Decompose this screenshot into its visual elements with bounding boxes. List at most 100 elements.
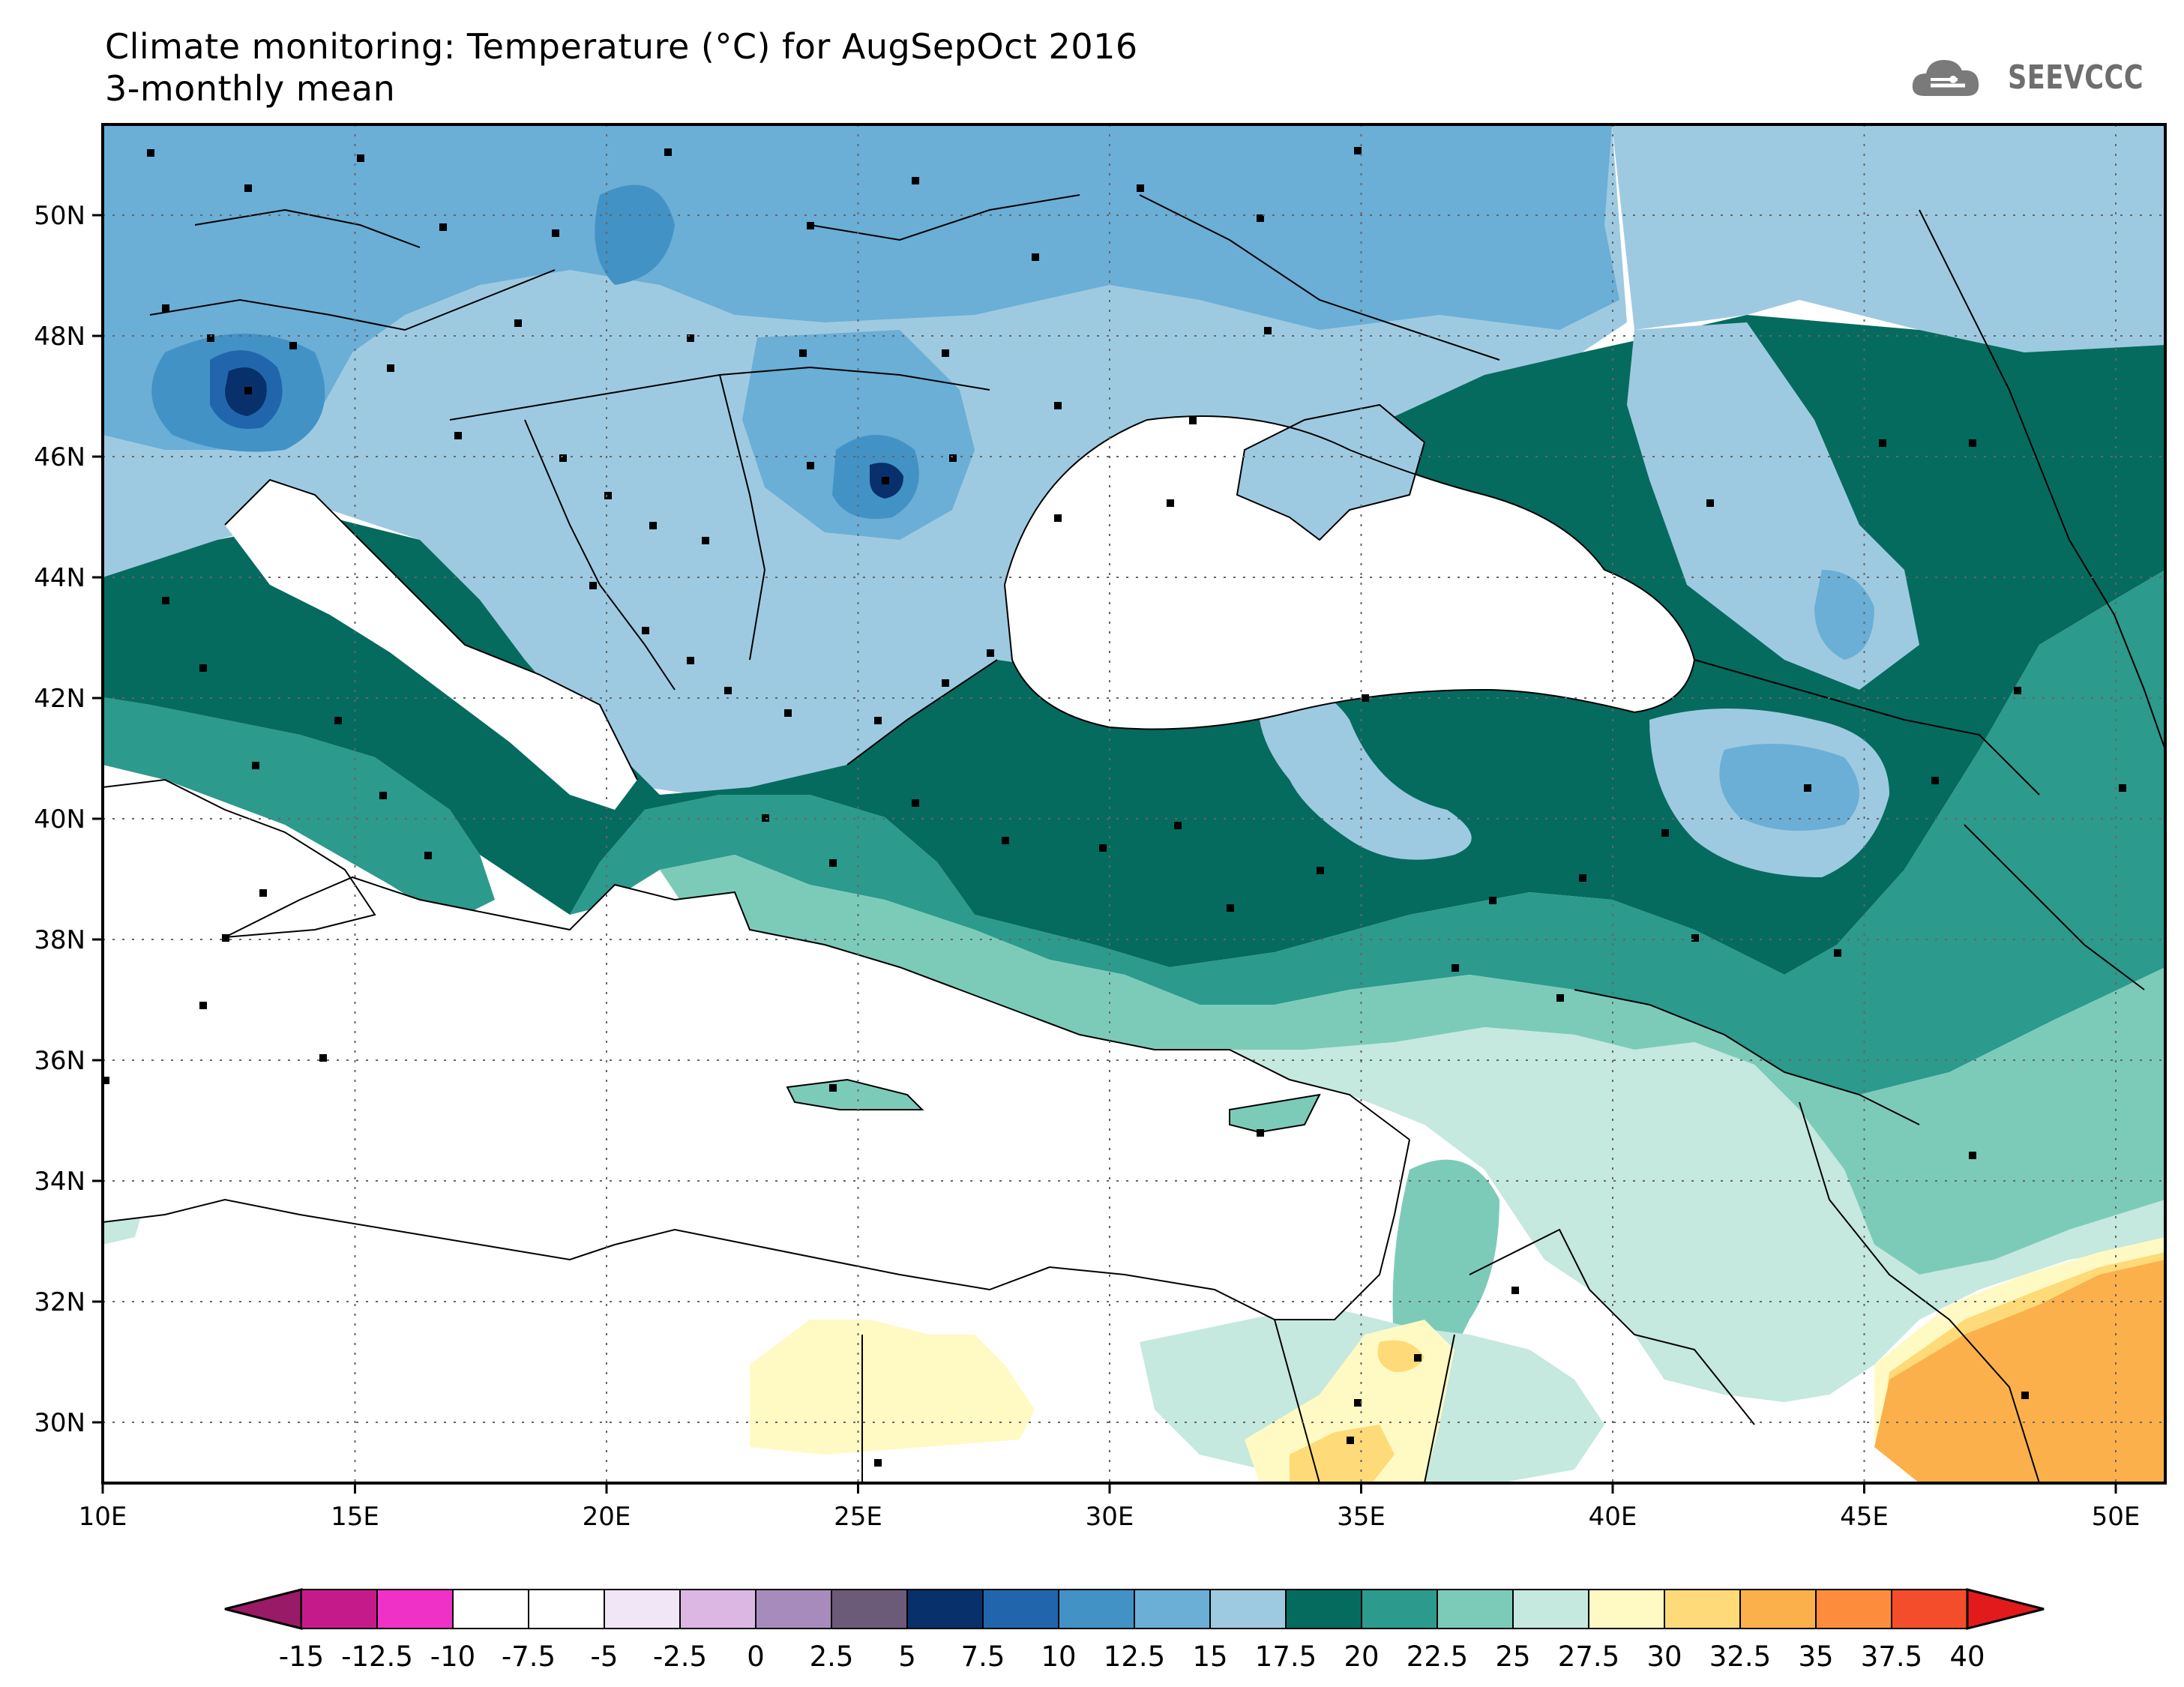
lon-tick-label: 50E: [2092, 1502, 2141, 1532]
lat-tick-label: 42N: [34, 684, 85, 714]
region-15-17-5-turkey: [1258, 686, 1472, 860]
colorbar-label: 7.5: [961, 1641, 1005, 1673]
colorbar-segment: [1134, 1589, 1211, 1629]
colorbar-segment: [528, 1589, 605, 1629]
colorbar-label: 22.5: [1407, 1641, 1468, 1673]
colorbar-segment: [1512, 1589, 1589, 1629]
lat-tick-label: 34N: [34, 1167, 85, 1197]
colorbar-label: 35: [1798, 1641, 1833, 1673]
colorbar-low-arrow: [224, 1588, 303, 1630]
region-27-5-30-libya: [750, 1320, 1035, 1455]
colorbar-segment: [1209, 1589, 1287, 1629]
colorbar-label: 10: [1041, 1641, 1076, 1673]
map-subtitle: 3-monthly mean: [105, 68, 396, 109]
colorbar-segment: [1664, 1589, 1741, 1629]
lon-tick-label: 15E: [331, 1502, 379, 1532]
lon-tick-label: 45E: [1840, 1502, 1889, 1532]
lon-tick-label: 10E: [79, 1502, 127, 1532]
colorbar-label: 37.5: [1861, 1641, 1922, 1673]
colorbar-label: 17.5: [1255, 1641, 1317, 1673]
map-frame: [101, 123, 2167, 1485]
colorbar-label: -2.5: [653, 1641, 707, 1673]
colorbar-label: -15: [279, 1641, 324, 1673]
cyprus: [1230, 1095, 1320, 1132]
region-25-27-5: [1230, 1027, 2165, 1402]
colorbar-label: 12.5: [1104, 1641, 1165, 1673]
lon-tick-label: 30E: [1086, 1502, 1134, 1532]
lat-tick-label: 38N: [34, 925, 85, 955]
region-15-17-5-east: [1612, 124, 2165, 352]
map-title: Climate monitoring: Temperature (°C) for…: [105, 26, 1138, 67]
colorbar-label: 0: [747, 1641, 765, 1673]
colorbar-label: 20: [1344, 1641, 1379, 1673]
colorbar-segment: [1437, 1589, 1514, 1629]
logo-text: SEEVCCC: [2008, 58, 2144, 97]
colorbar-segment: [376, 1589, 454, 1629]
lat-tick-label: 50N: [34, 201, 85, 231]
colorbar-segment: [906, 1589, 984, 1629]
colorbar-label: 27.5: [1558, 1641, 1619, 1673]
crete: [787, 1080, 922, 1110]
station-markers: [102, 147, 2126, 1467]
region-30-32-5-jordan: [1377, 1340, 1425, 1372]
colorbar-label: 15: [1192, 1641, 1227, 1673]
colorbar-label: 30: [1646, 1641, 1682, 1673]
colorbar-label: 32.5: [1709, 1641, 1771, 1673]
colorbar-segment: [1815, 1589, 1892, 1629]
country-borders: [103, 194, 2165, 1483]
adriatic-sea: [225, 480, 637, 810]
lat-tick-label: 48N: [34, 322, 85, 352]
colorbar-label: -7.5: [502, 1641, 556, 1673]
colorbar-segment: [1891, 1589, 1968, 1629]
region-12-5-15-north: [103, 124, 1619, 450]
colorbar-segment: [755, 1589, 832, 1629]
map-field: [103, 124, 2165, 1483]
colorbar-segment: [831, 1589, 908, 1629]
region-20-22-5-italy: [103, 697, 495, 922]
mediterranean-sea: [103, 877, 1410, 1320]
colorbar-segment: [982, 1589, 1059, 1629]
region-12-5-15-caucasus: [1719, 744, 1859, 831]
colorbar-label: -5: [591, 1641, 619, 1673]
colorbar-segment: [1588, 1589, 1665, 1629]
black-sea: [1005, 416, 1694, 730]
colorbar-label: -12.5: [341, 1641, 413, 1673]
lon-tick-label: 40E: [1589, 1502, 1637, 1532]
colorbar-label: 25: [1495, 1641, 1530, 1673]
colorbar-label: 2.5: [810, 1641, 854, 1673]
colorbar-segment: [452, 1589, 529, 1629]
colorbar-label: 40: [1949, 1641, 1985, 1673]
region-10-12-5-a: [595, 184, 675, 285]
colorbar-segment: [301, 1589, 378, 1629]
lon-tick-label: 25E: [834, 1502, 882, 1532]
colorbar-segment: [679, 1589, 756, 1629]
lat-tick-labels: 30N 32N 34N 36N 38N 40N 42N 44N 46N 48N …: [34, 201, 85, 1438]
region-12-5-15-east: [1814, 570, 1874, 660]
colorbar: -15 -12.5 -10 -7.5 -5 -2.5 0 2.5 5 7.5 1…: [224, 1588, 2045, 1673]
region-32-5-35: [1874, 1260, 2165, 1483]
colorbar-segment: [604, 1589, 681, 1629]
colorbar-label: -10: [430, 1641, 475, 1673]
colorbar-high-arrow: [1966, 1588, 2045, 1630]
crimea: [1237, 405, 1425, 540]
colorbar-segment: [1361, 1589, 1438, 1629]
lat-tick-label: 32N: [34, 1287, 85, 1317]
lon-tick-labels: 10E 15E 20E 25E 30E 35E 40E 45E 50E: [79, 1502, 2141, 1532]
lon-tick-label: 20E: [583, 1502, 631, 1532]
lat-lon-grid: [103, 124, 2165, 1483]
colorbar-segment: [1739, 1589, 1817, 1629]
colorbar-segment: [1058, 1589, 1135, 1629]
colorbar-label: 5: [898, 1641, 916, 1673]
tyrrhenian-sea: [103, 780, 375, 975]
axis-ticks: [92, 214, 2117, 1494]
region-22-5-25: [660, 855, 2165, 1275]
lat-tick-label: 36N: [34, 1046, 85, 1076]
lat-tick-label: 44N: [34, 563, 85, 593]
lat-tick-label: 46N: [34, 442, 85, 472]
lon-tick-label: 35E: [1337, 1502, 1386, 1532]
region-20-22-5: [570, 570, 2165, 1095]
colorbar-segment: [1285, 1589, 1362, 1629]
lat-tick-label: 30N: [34, 1408, 85, 1438]
cloud-icon: [1912, 60, 1979, 96]
